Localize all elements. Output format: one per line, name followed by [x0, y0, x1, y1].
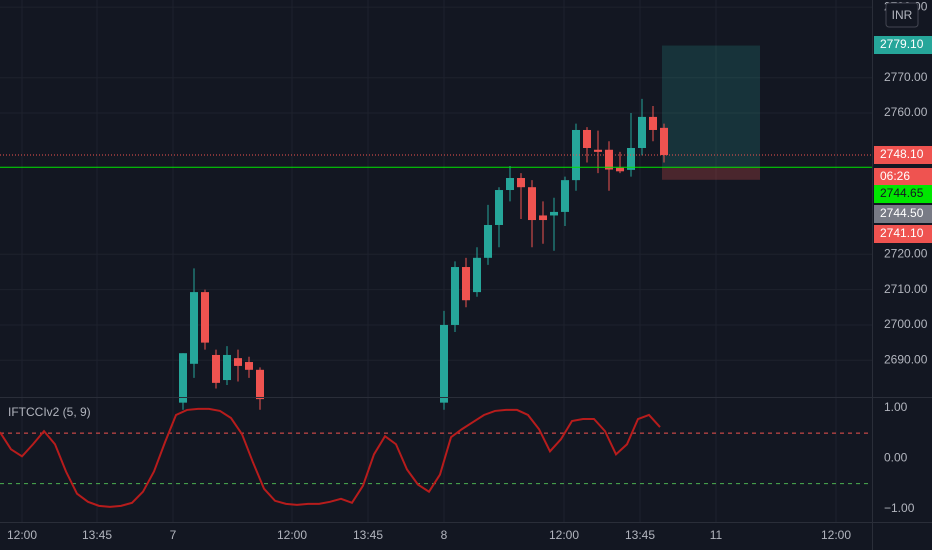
currency: INR — [892, 8, 913, 22]
candle-body — [616, 167, 624, 172]
price-label-box — [874, 225, 932, 243]
candle-body — [550, 211, 558, 216]
candle-body — [649, 116, 657, 130]
candle-body — [190, 292, 198, 364]
price-label: 2744.65 — [880, 186, 924, 200]
x-tick-label: 7 — [170, 528, 177, 542]
y-tick-label: 2710.00 — [884, 282, 928, 296]
labels: 2690.00 2700.00 2710.00 2720.00 2760.00 2770.… — [7, 0, 932, 542]
candle-body — [517, 178, 525, 188]
target-zone — [662, 45, 760, 168]
x-tick-label: 13:45 — [625, 528, 655, 542]
stop-zone — [662, 167, 760, 180]
candle-body — [212, 354, 220, 383]
candle-body — [451, 267, 459, 325]
y-tick-label: 2760.00 — [884, 105, 928, 119]
price-label-box — [874, 36, 932, 54]
candle-body — [605, 149, 613, 170]
price-label-box — [874, 205, 932, 223]
y-tick-label: 0.00 — [884, 451, 908, 465]
candle-body — [245, 362, 253, 370]
candle-body — [528, 187, 536, 221]
x-tick-label: 12:00 — [549, 528, 579, 542]
x-tick-label: 11 — [710, 528, 723, 542]
y-tick-label: 1.00 — [884, 400, 908, 414]
candle-body — [462, 267, 470, 301]
y-tick-label: −1.00 — [884, 501, 915, 515]
indicator-line — [0, 407, 661, 508]
grid — [0, 0, 872, 522]
x-tick-label: 8 — [441, 528, 448, 542]
candle-body — [539, 215, 547, 221]
candle-body — [223, 354, 231, 381]
price-label: 06:26 — [880, 169, 910, 183]
price-label: 2744.50 — [880, 206, 924, 220]
candle-body — [234, 358, 242, 366]
price-label: 2741.10 — [880, 226, 924, 240]
price-label-box — [874, 146, 932, 164]
price-label: 2779.10 — [880, 37, 924, 51]
marks — [0, 45, 872, 508]
price-label-box — [874, 185, 932, 203]
candle-body — [201, 292, 209, 343]
x-tick-label: 13:45 — [353, 528, 383, 542]
candle-body — [660, 127, 668, 156]
candle-body — [484, 224, 492, 258]
y-tick-label: 2720.00 — [884, 246, 928, 260]
candle-body — [583, 129, 591, 148]
x-tick-label: 12:00 — [7, 528, 37, 542]
x-tick-label: 12:00 — [821, 528, 851, 542]
candle-body — [638, 116, 646, 148]
candle-body — [594, 149, 602, 152]
candle-body — [473, 257, 481, 293]
indicator-legend: IFTCCIv2 (5, 9) — [8, 405, 91, 419]
candle-body — [495, 190, 503, 225]
x-tick-label: 12:00 — [277, 528, 307, 542]
candle-body — [506, 178, 514, 191]
candle-body — [179, 353, 187, 403]
y-tick-label: 2770.00 — [884, 70, 928, 84]
price-label: 2748.10 — [880, 147, 924, 161]
currency-box[interactable] — [885, 2, 919, 28]
y-tick-label: 2690.00 — [884, 352, 928, 366]
x-tick-label: 13:45 — [82, 528, 112, 542]
candle-body — [440, 324, 448, 403]
y-tick-label: 2700.00 — [884, 317, 928, 331]
candle-body — [627, 147, 635, 170]
price-label-box — [874, 168, 932, 186]
candle-body — [561, 180, 569, 212]
candle-body — [256, 369, 264, 400]
